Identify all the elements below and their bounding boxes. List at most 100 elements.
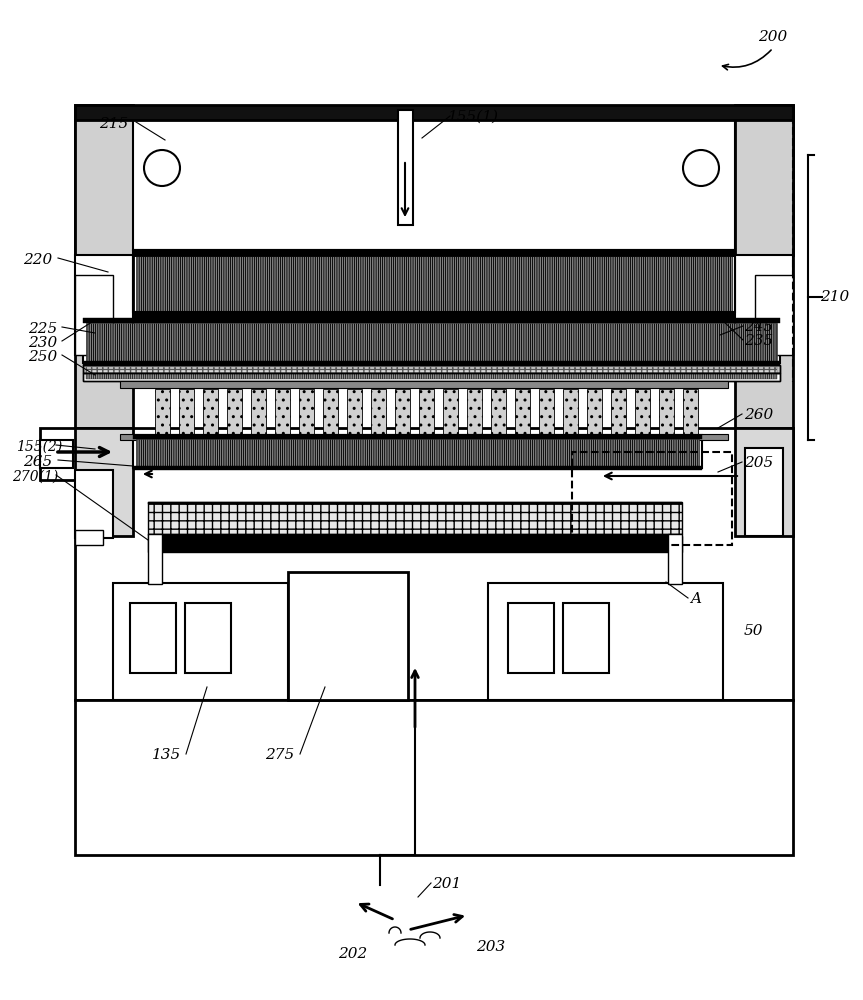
Bar — [83, 361, 780, 366]
Bar — [120, 434, 728, 440]
Bar — [563, 389, 578, 435]
Bar — [120, 381, 728, 388]
Text: 225: 225 — [28, 322, 57, 336]
Text: 265: 265 — [23, 455, 53, 469]
Text: 235: 235 — [744, 334, 773, 348]
Bar — [75, 470, 113, 538]
Bar — [83, 373, 780, 381]
Bar — [347, 389, 362, 435]
Text: 200: 200 — [758, 30, 787, 44]
Bar — [133, 435, 702, 439]
Bar — [75, 700, 793, 855]
Text: 135: 135 — [152, 748, 181, 762]
Bar — [148, 534, 162, 584]
Circle shape — [683, 150, 719, 186]
Bar — [491, 389, 506, 435]
Bar — [635, 389, 650, 435]
Bar — [113, 583, 288, 700]
Bar — [735, 428, 793, 536]
Bar — [288, 572, 408, 700]
Text: 220: 220 — [23, 253, 53, 267]
Bar — [86, 367, 777, 373]
Bar — [179, 389, 194, 435]
Text: 201: 201 — [432, 877, 461, 891]
Bar — [133, 250, 735, 312]
Bar — [755, 275, 793, 355]
Bar — [227, 389, 242, 435]
Text: 215: 215 — [99, 117, 129, 131]
Text: 275: 275 — [265, 748, 294, 762]
Text: 250: 250 — [28, 350, 57, 364]
Bar — [419, 389, 434, 435]
Bar — [133, 120, 735, 250]
Bar — [467, 389, 482, 435]
Bar — [371, 389, 386, 435]
Bar — [86, 323, 777, 361]
Bar — [40, 440, 73, 468]
Bar — [323, 389, 338, 435]
Bar — [148, 534, 682, 536]
Text: 260: 260 — [744, 408, 773, 422]
Bar — [299, 389, 314, 435]
Circle shape — [144, 150, 180, 186]
Bar — [83, 373, 780, 381]
Text: 202: 202 — [338, 947, 368, 961]
Text: 210: 210 — [820, 290, 849, 304]
Bar — [136, 256, 732, 312]
Bar — [683, 389, 698, 435]
Bar — [130, 603, 176, 673]
Bar — [148, 502, 682, 534]
Bar — [133, 435, 702, 468]
Bar — [83, 365, 780, 373]
Text: A: A — [690, 592, 701, 606]
Bar — [275, 389, 290, 435]
Bar — [668, 534, 682, 584]
Bar — [75, 530, 103, 545]
Text: 270(1): 270(1) — [12, 470, 58, 484]
Bar — [563, 603, 609, 673]
Bar — [745, 448, 783, 536]
Bar — [133, 312, 735, 318]
Bar — [148, 502, 682, 504]
Bar — [185, 603, 231, 673]
Bar — [735, 255, 793, 355]
Text: 230: 230 — [28, 336, 57, 350]
Bar — [155, 389, 170, 435]
Bar — [75, 120, 793, 255]
Bar — [735, 105, 793, 460]
Bar — [75, 105, 133, 460]
Text: 155(1): 155(1) — [448, 110, 499, 124]
Bar — [133, 250, 735, 256]
Bar — [148, 536, 682, 552]
Bar — [587, 389, 602, 435]
Bar — [83, 318, 780, 363]
Bar — [659, 389, 674, 435]
Bar — [611, 389, 626, 435]
Bar — [75, 105, 793, 120]
Bar — [75, 275, 113, 355]
Bar — [443, 389, 458, 435]
Bar — [395, 389, 410, 435]
Bar — [136, 439, 699, 466]
Text: 203: 203 — [476, 940, 505, 954]
Bar — [251, 389, 266, 435]
Bar — [75, 255, 133, 355]
Bar — [398, 110, 413, 225]
Bar — [488, 583, 723, 700]
Bar — [203, 389, 218, 435]
Bar — [86, 373, 777, 379]
Text: 50: 50 — [744, 624, 764, 638]
Bar — [539, 389, 554, 435]
Bar — [508, 603, 554, 673]
Bar — [75, 428, 793, 700]
Bar — [75, 428, 133, 536]
Bar — [133, 466, 702, 470]
Text: 155(2): 155(2) — [16, 440, 62, 454]
Bar — [83, 318, 780, 323]
Text: 205: 205 — [744, 456, 773, 470]
Bar — [40, 428, 95, 480]
Bar — [572, 452, 732, 545]
Bar — [83, 365, 780, 373]
Text: 245: 245 — [744, 320, 773, 334]
Bar — [515, 389, 530, 435]
